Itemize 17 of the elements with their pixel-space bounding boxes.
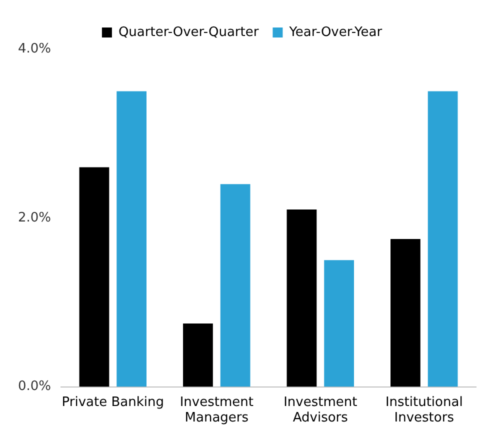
y-tick-label: 2.0% [18,210,52,226]
legend-label: Year-Over-Year [288,24,383,40]
bar [116,91,147,387]
x-tick-label: Investment Managers [180,394,254,426]
legend-label: Quarter-Over-Quarter [118,24,260,40]
bar [79,167,110,387]
bar [220,184,250,387]
bar [286,209,317,387]
bar [324,260,354,387]
bar [428,91,458,387]
x-tick-label: Investment Advisors [284,394,358,426]
bar [183,323,213,387]
x-tick-label: Private Banking [62,394,164,410]
y-tick-label: 0.0% [18,379,52,394]
y-tick-label: 4.0% [18,41,52,56]
bar [390,239,420,387]
x-tick-label: Institutional Investors [385,394,463,426]
